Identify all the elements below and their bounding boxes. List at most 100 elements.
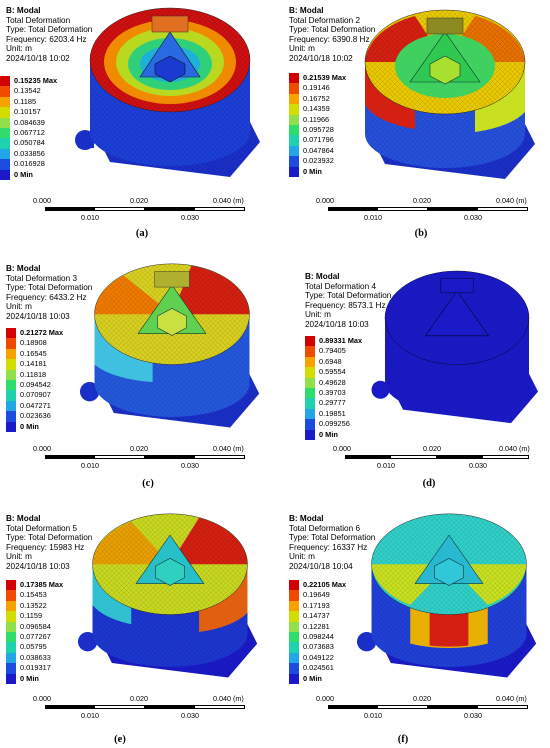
panel-e: B: Modal Total Deformation 5 Type: Total…: [0, 508, 275, 748]
info-subtitle: Total Deformation 6: [289, 523, 360, 533]
scale-label: 0.030: [181, 711, 199, 720]
info-block: B: Modal Total Deformation 3 Type: Total…: [6, 264, 92, 322]
scale-segment: [437, 455, 529, 459]
info-title: B: Modal: [6, 514, 41, 523]
scale-segment: [45, 455, 145, 459]
scale-segment: [328, 207, 428, 211]
legend-row: 0.16545: [6, 348, 96, 360]
scale-label: 0.000: [33, 444, 51, 453]
caption: (f): [397, 734, 409, 745]
legend-row: 0.12281: [289, 621, 379, 632]
info-frequency: Frequency: 6203.4 Hz: [6, 34, 87, 44]
scale-label: 0.020: [130, 444, 148, 453]
scale-bar: 0.000 0.020 0.040 (m) 0.010 0.030: [333, 444, 550, 474]
legend-row-min: 0 Min: [305, 429, 395, 440]
scale-label: 0.030: [181, 461, 199, 470]
legend-row-max: 0.89331 Max: [305, 336, 395, 347]
legend-row: 0.17193: [289, 600, 379, 612]
scale-label: 0.000: [33, 196, 51, 205]
scale-segment: [428, 705, 528, 709]
legend-row: 0.59554: [305, 367, 395, 378]
scale-bar: 0.000 0.020 0.040 (m) 0.010 0.030: [316, 694, 550, 724]
fem-model-render: [75, 7, 260, 177]
scale-label: 0.010: [81, 461, 99, 470]
scale-label: 0.010: [81, 213, 99, 222]
legend-row: 0.033856: [0, 148, 90, 160]
scale-bar: 0.000 0.020 0.040 (m) 0.010 0.030: [316, 196, 550, 226]
scale-bar: 0.000 0.020 0.040 (m) 0.010 0.030: [33, 444, 273, 474]
info-frequency: Frequency: 6433.2 Hz: [6, 292, 87, 302]
info-unit: Unit: m: [6, 44, 32, 54]
scale-segment: [45, 207, 145, 211]
scale-label: 0.020: [130, 694, 148, 703]
legend-row: 0.13542: [0, 86, 90, 97]
legend-row: 0.084639: [0, 117, 90, 128]
scale-label: 0.040 (m): [496, 196, 527, 205]
panel-a: B: Modal Total Deformation Type: Total D…: [0, 0, 275, 245]
scale-label: 0.000: [316, 694, 334, 703]
scale-label: 0.010: [81, 711, 99, 720]
legend-row: 0.79405: [305, 346, 395, 357]
info-unit: Unit: m: [305, 310, 331, 320]
legend-row: 0.077267: [6, 632, 96, 643]
scale-label: 0.000: [316, 196, 334, 205]
legend-row: 0.1185: [0, 96, 90, 108]
legend-row: 0.13522: [6, 600, 96, 612]
info-frequency: Frequency: 8573.1 Hz: [305, 300, 386, 310]
scale-label: 0.030: [181, 213, 199, 222]
caption: (b): [414, 228, 428, 239]
info-unit: Unit: m: [289, 44, 315, 54]
info-type: Type: Total Deformation: [6, 25, 93, 35]
scale-segment: [145, 705, 245, 709]
legend-row: 0.047864: [289, 145, 379, 157]
legend-row: 0.16752: [289, 93, 379, 105]
legend-row: 0.49628: [305, 377, 395, 388]
fem-model-render: [77, 513, 258, 678]
info-title: B: Modal: [289, 514, 324, 523]
legend-row-max: 0.21539 Max: [289, 73, 379, 84]
legend-row: 0.023636: [6, 411, 96, 422]
legend-row: 0.070907: [6, 390, 96, 401]
panel-d: B: Modal Total Deformation 4 Type: Total…: [283, 258, 550, 498]
legend-row: 0.6948: [305, 356, 395, 368]
scale-label: 0.040 (m): [496, 694, 527, 703]
info-title: B: Modal: [305, 272, 340, 281]
legend-row: 0.047271: [6, 400, 96, 412]
scale-segment: [145, 455, 245, 459]
legend-row-min: 0 Min: [289, 673, 379, 684]
scale-label: 0.020: [423, 444, 441, 453]
legend-row: 0.11966: [289, 114, 379, 125]
legend-row: 0.11818: [6, 369, 96, 380]
panel-f: B: Modal Total Deformation 6 Type: Total…: [283, 508, 550, 748]
info-type: Type: Total Deformation: [289, 25, 376, 35]
legend-row: 0.29777: [305, 398, 395, 409]
scale-label: 0.030: [464, 711, 482, 720]
fem-model-render: [364, 9, 535, 179]
legend-row: 0.15453: [6, 590, 96, 601]
info-block: B: Modal Total Deformation 6 Type: Total…: [289, 514, 375, 572]
legend-row: 0.050784: [0, 138, 90, 149]
info-title: B: Modal: [6, 264, 41, 273]
legend-row: 0.038633: [6, 652, 96, 664]
panel-c: B: Modal Total Deformation 3 Type: Total…: [0, 258, 275, 498]
info-title: B: Modal: [289, 6, 324, 15]
legend-row: 0.094542: [6, 380, 96, 391]
scale-label: 0.010: [364, 213, 382, 222]
legend-row: 0.19146: [289, 83, 379, 94]
legend-row-max: 0.15235 Max: [0, 76, 90, 87]
legend-row: 0.14181: [6, 359, 96, 370]
info-date: 2024/10/18 10:04: [289, 561, 353, 571]
info-block: B: Modal Total Deformation 4 Type: Total…: [305, 272, 391, 330]
info-unit: Unit: m: [289, 552, 315, 562]
info-unit: Unit: m: [6, 302, 32, 312]
caption: (e): [114, 734, 126, 745]
legend-row-max: 0.17385 Max: [6, 580, 96, 591]
info-type: Type: Total Deformation: [289, 533, 376, 543]
legend-row-max: 0.22105 Max: [289, 580, 379, 591]
scale-bar: 0.000 0.020 0.040 (m) 0.010 0.030: [33, 694, 273, 724]
legend-row: 0.023932: [289, 156, 379, 167]
info-type: Type: Total Deformation: [6, 533, 93, 543]
caption: (a): [135, 228, 149, 239]
scale-segment: [428, 207, 528, 211]
info-frequency: Frequency: 15983 Hz: [6, 542, 85, 552]
